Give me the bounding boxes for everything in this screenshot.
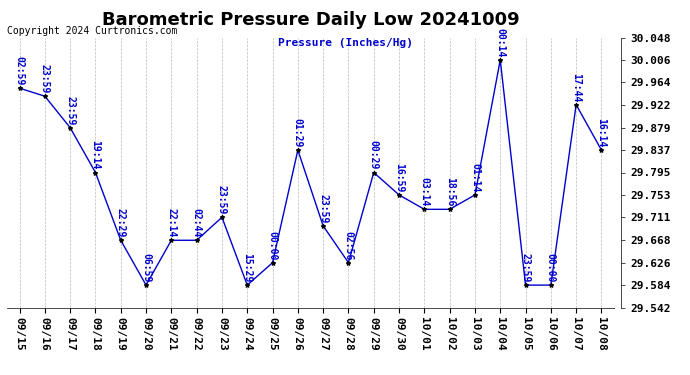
Text: 03:14: 03:14	[420, 177, 429, 207]
Point	[141, 282, 152, 288]
Text: 22:29: 22:29	[116, 208, 126, 237]
Text: Barometric Pressure Daily Low 20241009: Barometric Pressure Daily Low 20241009	[101, 11, 520, 29]
Text: 00:29: 00:29	[368, 140, 379, 170]
Point	[191, 237, 202, 243]
Point	[90, 170, 101, 176]
Point	[419, 206, 430, 212]
Point	[469, 192, 480, 198]
Text: 00:00: 00:00	[268, 231, 277, 260]
Text: 18:56: 18:56	[444, 177, 455, 207]
Point	[267, 260, 278, 266]
Text: 06:59: 06:59	[141, 253, 151, 282]
Text: 17:44: 17:44	[571, 73, 581, 102]
Point	[393, 192, 404, 198]
Point	[241, 282, 253, 288]
Text: 23:59: 23:59	[520, 253, 531, 282]
Point	[495, 57, 506, 63]
Point	[596, 147, 607, 153]
Text: 19:14: 19:14	[90, 140, 101, 170]
Text: 01:14: 01:14	[470, 163, 480, 192]
Point	[39, 93, 50, 99]
Text: Copyright 2024 Curtronics.com: Copyright 2024 Curtronics.com	[7, 26, 177, 36]
Text: 00:14: 00:14	[495, 28, 505, 57]
Point	[166, 237, 177, 243]
Point	[217, 214, 228, 220]
Point	[444, 206, 455, 212]
Text: 23:59: 23:59	[40, 64, 50, 93]
Text: 15:29: 15:29	[242, 253, 253, 282]
Point	[115, 237, 126, 243]
Point	[545, 282, 556, 288]
Point	[343, 260, 354, 266]
Text: 16:14: 16:14	[596, 118, 607, 147]
Text: 00:00: 00:00	[546, 253, 556, 282]
Text: 23:59: 23:59	[318, 194, 328, 223]
Point	[520, 282, 531, 288]
Point	[65, 124, 76, 130]
Point	[14, 85, 25, 91]
Text: 22:14: 22:14	[166, 208, 177, 237]
Text: 02:44: 02:44	[192, 208, 201, 237]
Point	[293, 147, 304, 153]
Point	[368, 170, 380, 176]
Point	[317, 223, 328, 229]
Text: 01:29: 01:29	[293, 118, 303, 147]
Text: 16:59: 16:59	[394, 163, 404, 192]
Text: 02:56: 02:56	[344, 231, 353, 260]
Text: Pressure (Inches/Hg): Pressure (Inches/Hg)	[277, 38, 413, 48]
Text: 23:59: 23:59	[65, 96, 75, 125]
Text: 23:59: 23:59	[217, 185, 227, 214]
Text: 02:59: 02:59	[14, 56, 25, 86]
Point	[571, 102, 582, 108]
